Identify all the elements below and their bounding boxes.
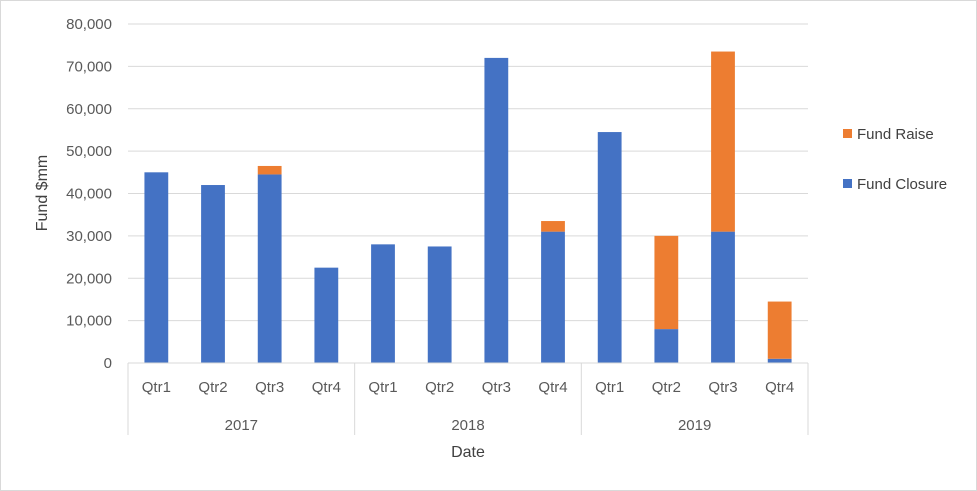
y-tick-label: 0 (104, 355, 112, 372)
bars (144, 51, 792, 364)
x-tick-label: Qtr3 (255, 379, 284, 396)
legend-label: Fund Raise (857, 126, 934, 143)
x-tick-label: Qtr2 (198, 379, 227, 396)
bar-fund-closure (767, 358, 792, 363)
legend: Fund Raise Fund Closure (843, 126, 947, 193)
bar-fund-closure (371, 244, 395, 363)
bar-fund-raise (654, 235, 679, 330)
gridlines (128, 23, 808, 322)
x-group-label: 2018 (451, 417, 484, 434)
bar-fund-raise (767, 301, 792, 359)
bar-fund-closure (484, 57, 509, 364)
bar-fund-closure (654, 329, 679, 363)
x-tick-label: Qtr2 (425, 379, 454, 396)
bar-fund-closure (711, 231, 735, 363)
bar-fund-raise (711, 51, 735, 232)
x-tick-label: Qtr2 (652, 379, 681, 396)
x-tick-label: Qtr3 (482, 379, 511, 396)
bar-fund-closure (144, 172, 169, 363)
x-tick-label: Qtr4 (538, 379, 567, 396)
x-axis: Qtr1 Qtr2 Qtr3 Qtr4 Qtr1 Qtr2 Qtr3 Qtr4 Qtr1 Qtr2… (127, 362, 809, 435)
bar-fund-closure (597, 132, 622, 363)
legend-swatch (843, 179, 852, 188)
y-axis-title: Fund $mm (34, 155, 51, 231)
x-tick-label: Qtr3 (708, 379, 737, 396)
y-tick-label: 30,000 (66, 228, 112, 245)
y-axis: 0 10,000 20,000 30,000 40,000 50,000 60,000 70,… (66, 16, 112, 372)
x-tick-label: Qtr4 (312, 379, 341, 396)
y-tick-label: 80,000 (66, 16, 112, 33)
bar-fund-closure (427, 246, 452, 363)
x-tick-label: Qtr1 (595, 379, 624, 396)
bar-fund-raise (541, 221, 565, 232)
y-tick-label: 10,000 (66, 313, 112, 330)
bar-fund-closure (314, 267, 339, 363)
x-group-label: 2019 (678, 417, 711, 434)
legend-label: Fund Closure (857, 176, 947, 193)
x-tick-label: Qtr4 (765, 379, 794, 396)
y-tick-label: 60,000 (66, 101, 112, 118)
bar-fund-raise (257, 165, 282, 175)
x-tick-label: Qtr1 (142, 379, 171, 396)
legend-swatch (843, 129, 852, 138)
y-tick-label: 40,000 (66, 186, 112, 203)
bar-fund-closure (541, 231, 565, 363)
bar-fund-closure (201, 185, 225, 363)
x-tick-label: Qtr1 (368, 379, 397, 396)
y-tick-label: 70,000 (66, 58, 112, 75)
bar-fund-closure (257, 174, 282, 363)
y-tick-label: 50,000 (66, 143, 112, 160)
x-group-label: 2017 (225, 417, 258, 434)
y-tick-label: 20,000 (66, 270, 112, 287)
x-axis-title: Date (451, 444, 485, 461)
